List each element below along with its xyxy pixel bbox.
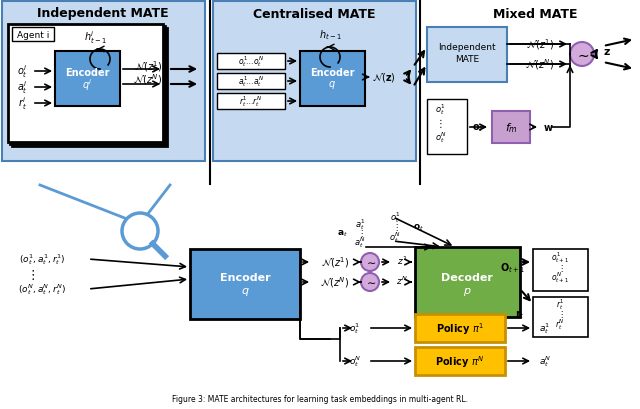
Bar: [55, 52, 120, 107]
Text: $o^1_t\!\ldots o^N_t$: $o^1_t\!\ldots o^N_t$: [238, 54, 264, 69]
Text: $(o^N_t, a^N_t, r^N_t)$: $(o^N_t, a^N_t, r^N_t)$: [18, 282, 66, 297]
Text: $p$: $p$: [463, 285, 471, 297]
Text: $\mathcal{N}(z^1)$: $\mathcal{N}(z^1)$: [134, 59, 162, 74]
Text: $(o^1_t, a^1_t, r^1_t)$: $(o^1_t, a^1_t, r^1_t)$: [19, 252, 65, 267]
Text: $q^i$: $q^i$: [82, 77, 92, 93]
Text: $\vdots$: $\vdots$: [557, 262, 563, 273]
Bar: [2, 2, 205, 162]
Text: $\sim$: $\sim$: [364, 277, 376, 287]
Text: Policy $\pi^N$: Policy $\pi^N$: [435, 353, 484, 369]
Text: Agent i: Agent i: [17, 30, 49, 39]
Text: Encoder: Encoder: [65, 68, 109, 78]
Text: $\vdots$: $\vdots$: [392, 222, 398, 233]
Text: $\vdots$: $\vdots$: [26, 267, 35, 281]
Text: $\mathcal{N}(z^1)$: $\mathcal{N}(z^1)$: [526, 38, 554, 52]
Text: $\mathcal{N}(z^1)$: $\mathcal{N}(z^1)$: [321, 255, 349, 270]
Circle shape: [361, 273, 379, 291]
Bar: [492, 112, 530, 144]
Text: $a^1_t$: $a^1_t$: [355, 217, 365, 232]
Text: $o^1_t$: $o^1_t$: [435, 102, 445, 117]
Bar: [533, 249, 588, 291]
Bar: [533, 297, 588, 337]
Text: $r^N_t$: $r^N_t$: [556, 317, 564, 332]
Text: $a^i_t$: $a^i_t$: [17, 79, 28, 96]
Circle shape: [361, 254, 379, 271]
Text: MATE: MATE: [455, 55, 479, 64]
Text: Figure 3: MATE architectures for learning task embeddings in multi-agent RL.: Figure 3: MATE architectures for learnin…: [172, 395, 468, 404]
Bar: [415, 314, 505, 342]
Text: $\mathbf{O}_{t+1}$: $\mathbf{O}_{t+1}$: [500, 261, 525, 274]
Text: Encoder: Encoder: [220, 272, 270, 282]
Text: $a^1_t\!\ldots a^N_t$: $a^1_t\!\ldots a^N_t$: [238, 74, 264, 89]
Text: $\sim$: $\sim$: [575, 48, 589, 62]
Text: $\mathcal{N}(z^N)$: $\mathcal{N}(z^N)$: [134, 72, 163, 87]
Text: $a^N_t$: $a^N_t$: [354, 235, 366, 250]
Bar: [190, 249, 300, 319]
Text: $q$: $q$: [328, 79, 336, 91]
Text: $q$: $q$: [241, 285, 250, 297]
Text: Encoder: Encoder: [310, 68, 355, 78]
Bar: [415, 247, 520, 317]
Text: $r^1_t$: $r^1_t$: [556, 297, 564, 312]
Bar: [10, 27, 165, 145]
Text: $\mathcal{N}(z^N)$: $\mathcal{N}(z^N)$: [321, 275, 349, 290]
Circle shape: [570, 43, 594, 67]
Text: $a^N_t$: $a^N_t$: [539, 354, 551, 369]
Text: $o^N_{t+1}$: $o^N_{t+1}$: [551, 270, 569, 285]
Circle shape: [122, 213, 158, 249]
Text: $\mathbf{z}$: $\mathbf{z}$: [603, 47, 611, 57]
Bar: [12, 28, 54, 42]
Text: $\vdots$: $\vdots$: [356, 228, 364, 239]
Text: $z^1$: $z^1$: [397, 254, 407, 267]
Text: $z^N$: $z^N$: [396, 274, 408, 286]
Text: $\mathcal{N}(z^N)$: $\mathcal{N}(z^N)$: [525, 57, 554, 72]
Text: $h_{t-1}$: $h_{t-1}$: [319, 28, 341, 42]
Bar: [300, 52, 365, 107]
Text: $\vdots$: $\vdots$: [435, 116, 442, 129]
Text: $\mathbf{o}_t$: $\mathbf{o}_t$: [472, 122, 484, 134]
Bar: [217, 94, 285, 110]
Text: $a^1_t$: $a^1_t$: [540, 321, 550, 336]
Bar: [12, 29, 167, 147]
Text: $\vdots$: $\vdots$: [557, 309, 563, 320]
Text: $o^N_t$: $o^N_t$: [349, 354, 361, 369]
Bar: [217, 54, 285, 70]
Text: $\mathbf{a}_t$: $\mathbf{a}_t$: [337, 228, 348, 239]
Text: $\mathbf{o}_t$: $\mathbf{o}_t$: [413, 222, 424, 233]
Bar: [427, 28, 507, 83]
Text: $\mathbf{r}_t$: $\mathbf{r}_t$: [515, 308, 525, 321]
Text: $\mathbf{w}$: $\mathbf{w}$: [543, 123, 554, 133]
Bar: [8, 25, 163, 143]
Text: $o^1_{t+1}$: $o^1_{t+1}$: [551, 250, 569, 265]
Text: $h^i_{t-1}$: $h^i_{t-1}$: [84, 29, 106, 46]
Text: Centralised MATE: Centralised MATE: [253, 7, 375, 20]
Text: Decoder: Decoder: [441, 272, 493, 282]
Text: $o^i_t$: $o^i_t$: [17, 63, 28, 80]
Text: $o^1_t$: $o^1_t$: [349, 321, 361, 336]
Text: $\sim$: $\sim$: [364, 257, 376, 267]
Text: $f_m$: $f_m$: [504, 121, 518, 135]
Text: $r^1_t\!\ldots r^N_t$: $r^1_t\!\ldots r^N_t$: [239, 94, 262, 109]
Bar: [217, 74, 285, 90]
Text: Mixed MATE: Mixed MATE: [493, 7, 577, 20]
Text: Policy $\pi^1$: Policy $\pi^1$: [436, 320, 484, 336]
Bar: [213, 2, 416, 162]
Text: $r^i_t$: $r^i_t$: [17, 95, 26, 112]
Text: Independent MATE: Independent MATE: [37, 7, 169, 20]
Text: $o^N_t$: $o^N_t$: [435, 130, 447, 145]
Text: $\mathcal{N}(\mathbf{z})$: $\mathcal{N}(\mathbf{z})$: [372, 71, 396, 84]
Text: Independent: Independent: [438, 43, 496, 52]
Bar: [427, 100, 467, 155]
Text: $o^1_t$: $o^1_t$: [390, 210, 401, 225]
Bar: [415, 347, 505, 375]
Text: $o^N_t$: $o^N_t$: [389, 230, 401, 245]
